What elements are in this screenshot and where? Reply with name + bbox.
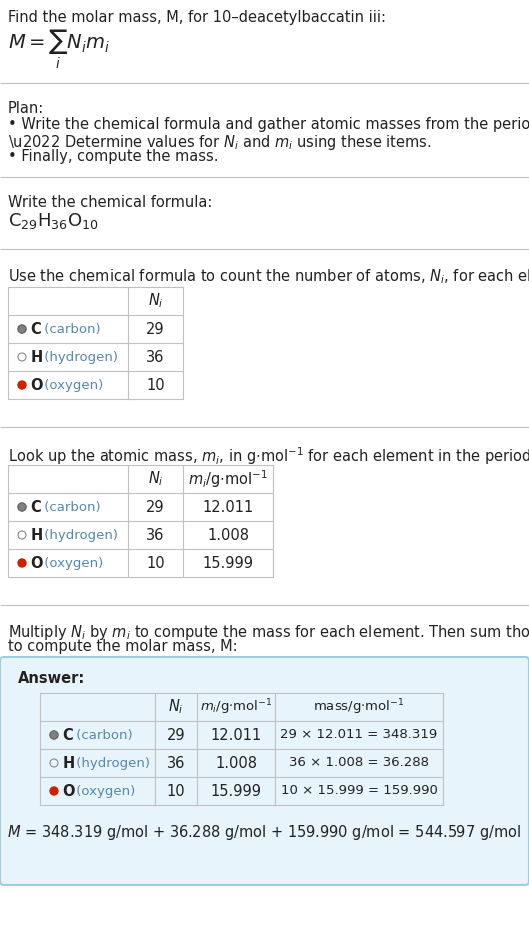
Text: 1.008: 1.008 [215, 755, 257, 771]
Text: 12.011: 12.011 [203, 499, 253, 514]
Text: $\mathbf{O}$: $\mathbf{O}$ [62, 783, 76, 799]
Text: to compute the molar mass, M:: to compute the molar mass, M: [8, 639, 238, 654]
Text: $\mathrm{C}_{29}\mathrm{H}_{36}\mathrm{O}_{10}$: $\mathrm{C}_{29}\mathrm{H}_{36}\mathrm{O… [8, 211, 99, 231]
Text: 15.999: 15.999 [211, 784, 261, 799]
Text: Use the chemical formula to count the number of atoms, $N_i$, for each element:: Use the chemical formula to count the nu… [8, 267, 529, 285]
Text: 29 × 12.011 = 348.319: 29 × 12.011 = 348.319 [280, 728, 437, 741]
Text: $\mathbf{H}$: $\mathbf{H}$ [62, 755, 75, 771]
Text: mass/g$\cdot$mol$^{-1}$: mass/g$\cdot$mol$^{-1}$ [313, 697, 405, 717]
Text: 10 × 15.999 = 159.990: 10 × 15.999 = 159.990 [280, 785, 437, 798]
Circle shape [50, 731, 58, 739]
Text: Answer:: Answer: [18, 671, 85, 686]
Text: • Write the chemical formula and gather atomic masses from the periodic table.: • Write the chemical formula and gather … [8, 117, 529, 132]
Text: $\mathbf{H}$: $\mathbf{H}$ [30, 349, 43, 365]
Text: 29: 29 [146, 321, 165, 336]
Text: $\mathbf{C}$: $\mathbf{C}$ [30, 321, 42, 337]
Text: Find the molar mass, M, for 10–deacetylbaccatin iii:: Find the molar mass, M, for 10–deacetylb… [8, 10, 386, 25]
Text: • Finally, compute the mass.: • Finally, compute the mass. [8, 149, 218, 164]
Text: 29: 29 [167, 727, 185, 742]
Text: 1.008: 1.008 [207, 528, 249, 543]
Text: (hydrogen): (hydrogen) [40, 528, 118, 542]
Text: $m_i$/g$\cdot$mol$^{-1}$: $m_i$/g$\cdot$mol$^{-1}$ [200, 697, 272, 717]
Circle shape [18, 325, 26, 333]
Text: Write the chemical formula:: Write the chemical formula: [8, 195, 212, 210]
Text: \u2022 Determine values for $N_i$ and $m_i$ using these items.: \u2022 Determine values for $N_i$ and $m… [8, 133, 432, 152]
Text: 10: 10 [146, 556, 165, 571]
Text: 29: 29 [146, 499, 165, 514]
Text: $N_i$: $N_i$ [168, 698, 184, 716]
Text: $\mathbf{C}$: $\mathbf{C}$ [62, 727, 74, 743]
Text: 36: 36 [167, 755, 185, 771]
Circle shape [18, 559, 26, 567]
Circle shape [50, 787, 58, 795]
Text: Look up the atomic mass, $m_i$, in g$\cdot$mol$^{-1}$ for each element in the pe: Look up the atomic mass, $m_i$, in g$\cd… [8, 445, 529, 466]
Text: 10: 10 [146, 378, 165, 393]
Text: (carbon): (carbon) [40, 500, 101, 513]
Text: $N_i$: $N_i$ [148, 470, 163, 488]
Text: $M = \sum_i N_i m_i$: $M = \sum_i N_i m_i$ [8, 28, 110, 72]
FancyBboxPatch shape [0, 657, 529, 885]
Text: 36: 36 [147, 349, 165, 365]
Circle shape [18, 503, 26, 511]
Text: 36 × 1.008 = 36.288: 36 × 1.008 = 36.288 [289, 756, 429, 770]
Text: 12.011: 12.011 [211, 727, 262, 742]
Text: (carbon): (carbon) [40, 322, 101, 335]
Text: (oxygen): (oxygen) [40, 557, 103, 570]
Text: $M$ = 348.319 g/mol + 36.288 g/mol + 159.990 g/mol = 544.597 g/mol: $M$ = 348.319 g/mol + 36.288 g/mol + 159… [7, 823, 522, 842]
Circle shape [18, 381, 26, 389]
Text: $\mathbf{O}$: $\mathbf{O}$ [30, 555, 44, 571]
Text: (oxygen): (oxygen) [40, 379, 103, 392]
Text: (oxygen): (oxygen) [72, 785, 135, 798]
Text: $N_i$: $N_i$ [148, 292, 163, 310]
Text: 36: 36 [147, 528, 165, 543]
Text: $\mathbf{O}$: $\mathbf{O}$ [30, 377, 44, 393]
Text: $\mathbf{C}$: $\mathbf{C}$ [30, 499, 42, 515]
Text: (hydrogen): (hydrogen) [72, 756, 150, 770]
Text: Plan:: Plan: [8, 101, 44, 116]
Text: $\mathbf{H}$: $\mathbf{H}$ [30, 527, 43, 543]
Text: Multiply $N_i$ by $m_i$ to compute the mass for each element. Then sum those val: Multiply $N_i$ by $m_i$ to compute the m… [8, 623, 529, 642]
Text: (carbon): (carbon) [72, 728, 133, 741]
Text: 10: 10 [167, 784, 185, 799]
Text: $m_i$/g$\cdot$mol$^{-1}$: $m_i$/g$\cdot$mol$^{-1}$ [188, 468, 268, 490]
Text: 15.999: 15.999 [203, 556, 253, 571]
Text: (hydrogen): (hydrogen) [40, 350, 118, 364]
